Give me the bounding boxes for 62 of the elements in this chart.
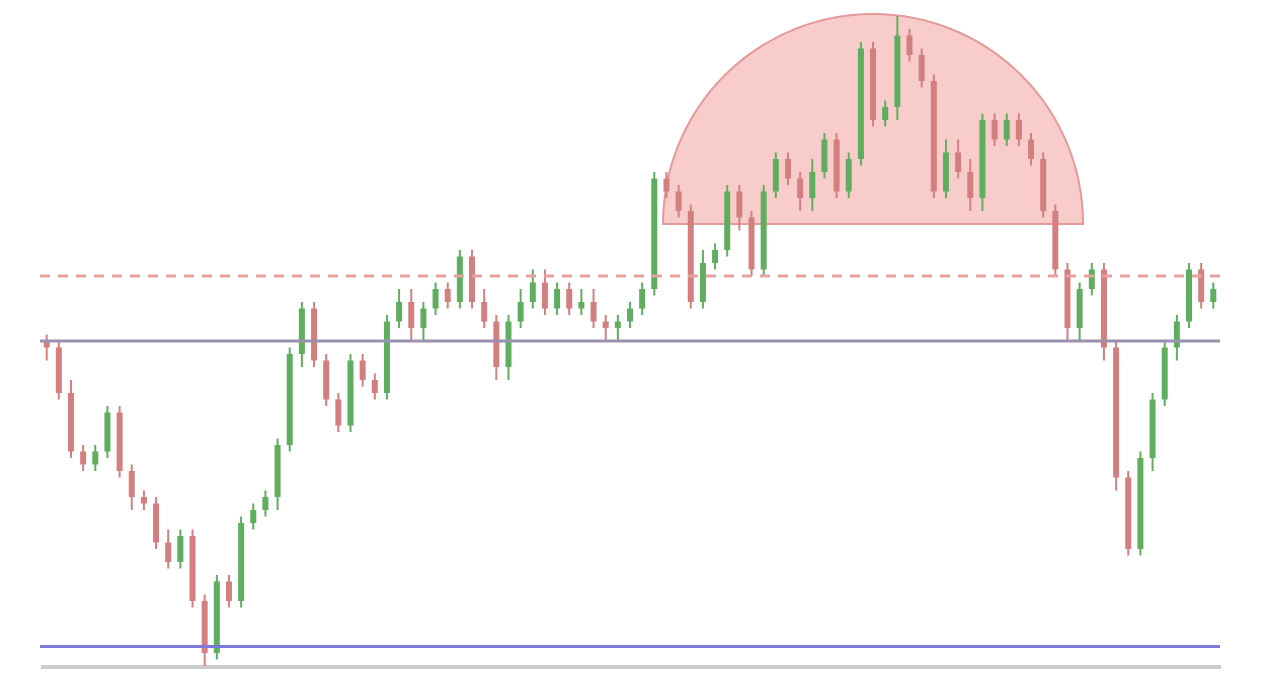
candlestick [323, 353, 330, 407]
candlestick [554, 281, 561, 316]
candlestick [1003, 112, 1010, 147]
candlestick [699, 249, 706, 310]
candlestick [918, 47, 925, 89]
candlestick [578, 288, 585, 316]
candlestick [736, 184, 743, 232]
candlestick [104, 405, 111, 459]
candlestick [128, 463, 135, 511]
candlestick [712, 242, 719, 271]
candlestick [80, 444, 87, 472]
candlestick [177, 528, 184, 570]
candlestick [784, 151, 791, 186]
candlestick [517, 288, 524, 329]
candlestick [371, 372, 378, 401]
candlestick [1015, 112, 1022, 147]
candlestick [590, 288, 597, 329]
candlestick [675, 184, 682, 219]
candlestick [1198, 262, 1205, 310]
candlestick [408, 288, 415, 342]
candlestick [845, 151, 852, 199]
candlestick [55, 340, 62, 401]
candlestick [1210, 281, 1217, 310]
candlestick [942, 138, 949, 199]
candlestick [663, 171, 670, 199]
candlestick [250, 502, 257, 531]
candlestick [627, 301, 633, 329]
candlestick [153, 496, 160, 550]
candlestick [505, 314, 512, 381]
candlestick [566, 281, 573, 316]
candlestick [335, 392, 342, 433]
candlestick [614, 314, 621, 342]
candlestick [481, 288, 488, 329]
candlestick [493, 314, 500, 381]
candlestick [420, 301, 427, 342]
candlestick [809, 158, 816, 212]
candlestick [967, 158, 974, 212]
candlestick [772, 151, 779, 199]
candlestick [92, 444, 99, 472]
candlestick [602, 314, 609, 342]
candlestick [444, 281, 451, 310]
candlestick [882, 99, 889, 128]
candlestick [639, 281, 646, 316]
candlestick [529, 268, 536, 310]
candlestick [432, 281, 439, 316]
candlestick [225, 574, 232, 609]
candlestick [396, 288, 403, 329]
candlestick [1028, 132, 1035, 167]
candlestick [906, 28, 913, 63]
candlestick [456, 249, 463, 310]
candlestick [991, 112, 998, 147]
candlestick [469, 249, 476, 310]
candlestick [1076, 281, 1083, 342]
candlestick [140, 489, 147, 511]
candlestick [955, 138, 962, 180]
candlestick [359, 353, 366, 388]
candlestick [797, 171, 804, 212]
candlestick [821, 132, 828, 180]
candlestick [165, 528, 172, 570]
candlestick [262, 489, 269, 518]
candlestick [541, 268, 548, 316]
candlestick [298, 301, 305, 368]
